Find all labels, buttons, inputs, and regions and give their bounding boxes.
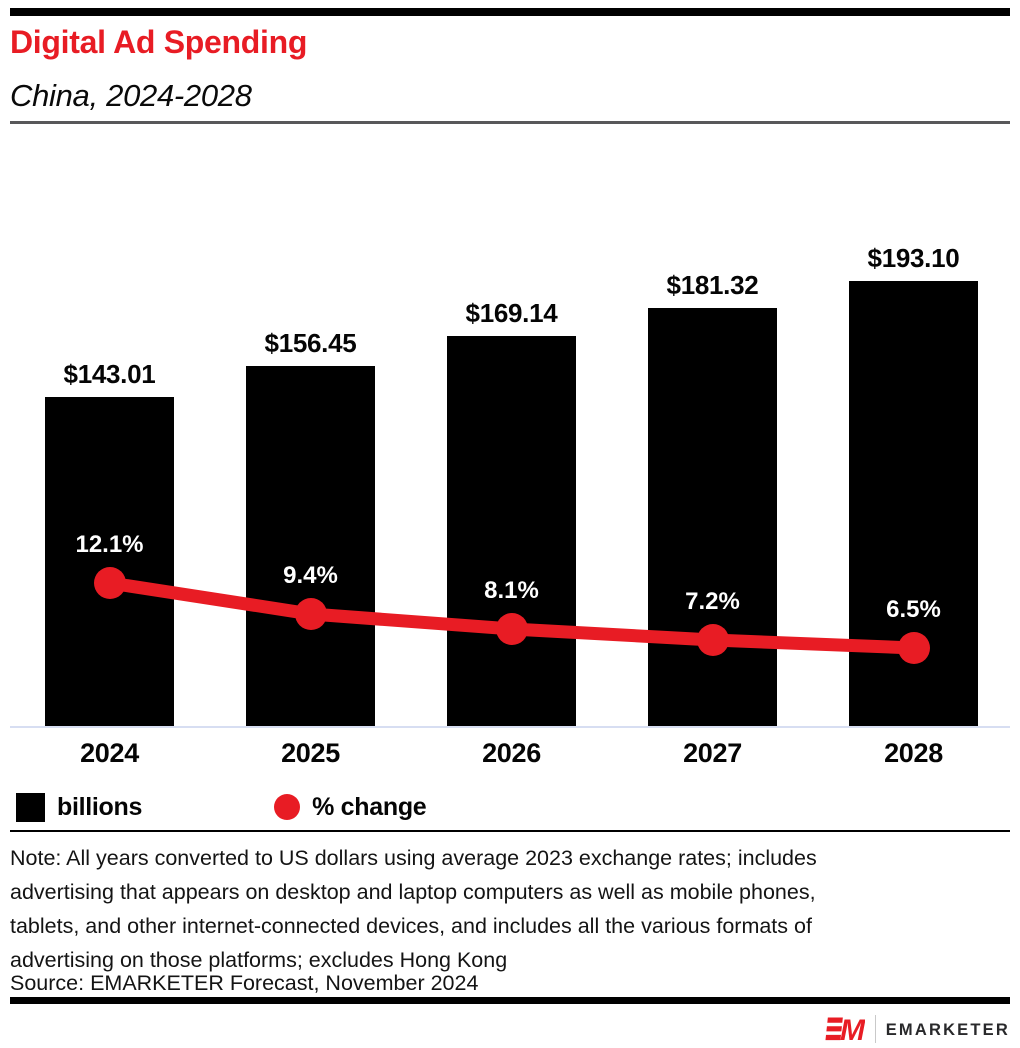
footer-divider-bar <box>10 997 1010 1004</box>
note-line: advertising that appears on desktop and … <box>10 880 816 904</box>
source-text: Source: EMARKETER Forecast, November 202… <box>10 971 479 995</box>
bar-2026 <box>447 336 576 727</box>
emarketer-logo: M EMARKETER <box>823 1013 1010 1045</box>
chart-legend: billions % change <box>16 790 427 824</box>
bar-value-label-2028: $193.10 <box>867 243 960 273</box>
svg-text:M: M <box>840 1016 865 1042</box>
bar-2025 <box>246 366 375 727</box>
x-axis-label-2027: 2027 <box>683 738 742 768</box>
header-divider <box>10 121 1010 124</box>
note-line: tablets, and other internet-connected de… <box>10 914 812 938</box>
bar-value-label-2026: $169.14 <box>465 298 558 328</box>
legend-divider <box>10 830 1010 832</box>
bar-value-label-2027: $181.32 <box>666 270 759 300</box>
x-axis-label-2026: 2026 <box>482 738 541 768</box>
note-line: advertising on those platforms; excludes… <box>10 948 508 972</box>
note-line: Note: All years converted to US dollars … <box>10 846 817 870</box>
top-accent-bar <box>10 8 1010 16</box>
pct-change-label-2024: 12.1% <box>75 531 144 558</box>
x-axis-line <box>10 726 1010 728</box>
pct-change-label-2028: 6.5% <box>886 596 941 623</box>
bar-2024 <box>45 397 174 727</box>
emarketer-logo-text: EMARKETER <box>885 1020 1010 1039</box>
page-title: Digital Ad Spending <box>10 24 308 60</box>
pct-change-label-2025: 9.4% <box>283 562 338 589</box>
legend-swatch-billions <box>16 792 45 822</box>
x-axis-label-2024: 2024 <box>80 738 139 768</box>
note-text: Note: All years converted to US dollars … <box>10 841 1010 977</box>
x-axis-label-2025: 2025 <box>281 738 340 768</box>
bar-2028 <box>849 281 978 727</box>
page-subtitle: China, 2024-2028 <box>10 78 252 113</box>
pct-change-label-2026: 8.1% <box>484 577 539 604</box>
x-axis-label-2028: 2028 <box>884 738 943 768</box>
legend-swatch-pct-change <box>274 794 301 820</box>
logo-divider <box>874 1015 876 1043</box>
bar-value-label-2025: $156.45 <box>264 328 357 358</box>
bar-value-label-2024: $143.01 <box>63 359 156 389</box>
legend-label-pct-change: % change <box>312 792 427 821</box>
legend-label-billions: billions <box>57 792 143 821</box>
bar-2027 <box>648 308 777 727</box>
pct-change-label-2027: 7.2% <box>685 588 740 615</box>
emarketer-logo-mark: M <box>825 1016 865 1042</box>
